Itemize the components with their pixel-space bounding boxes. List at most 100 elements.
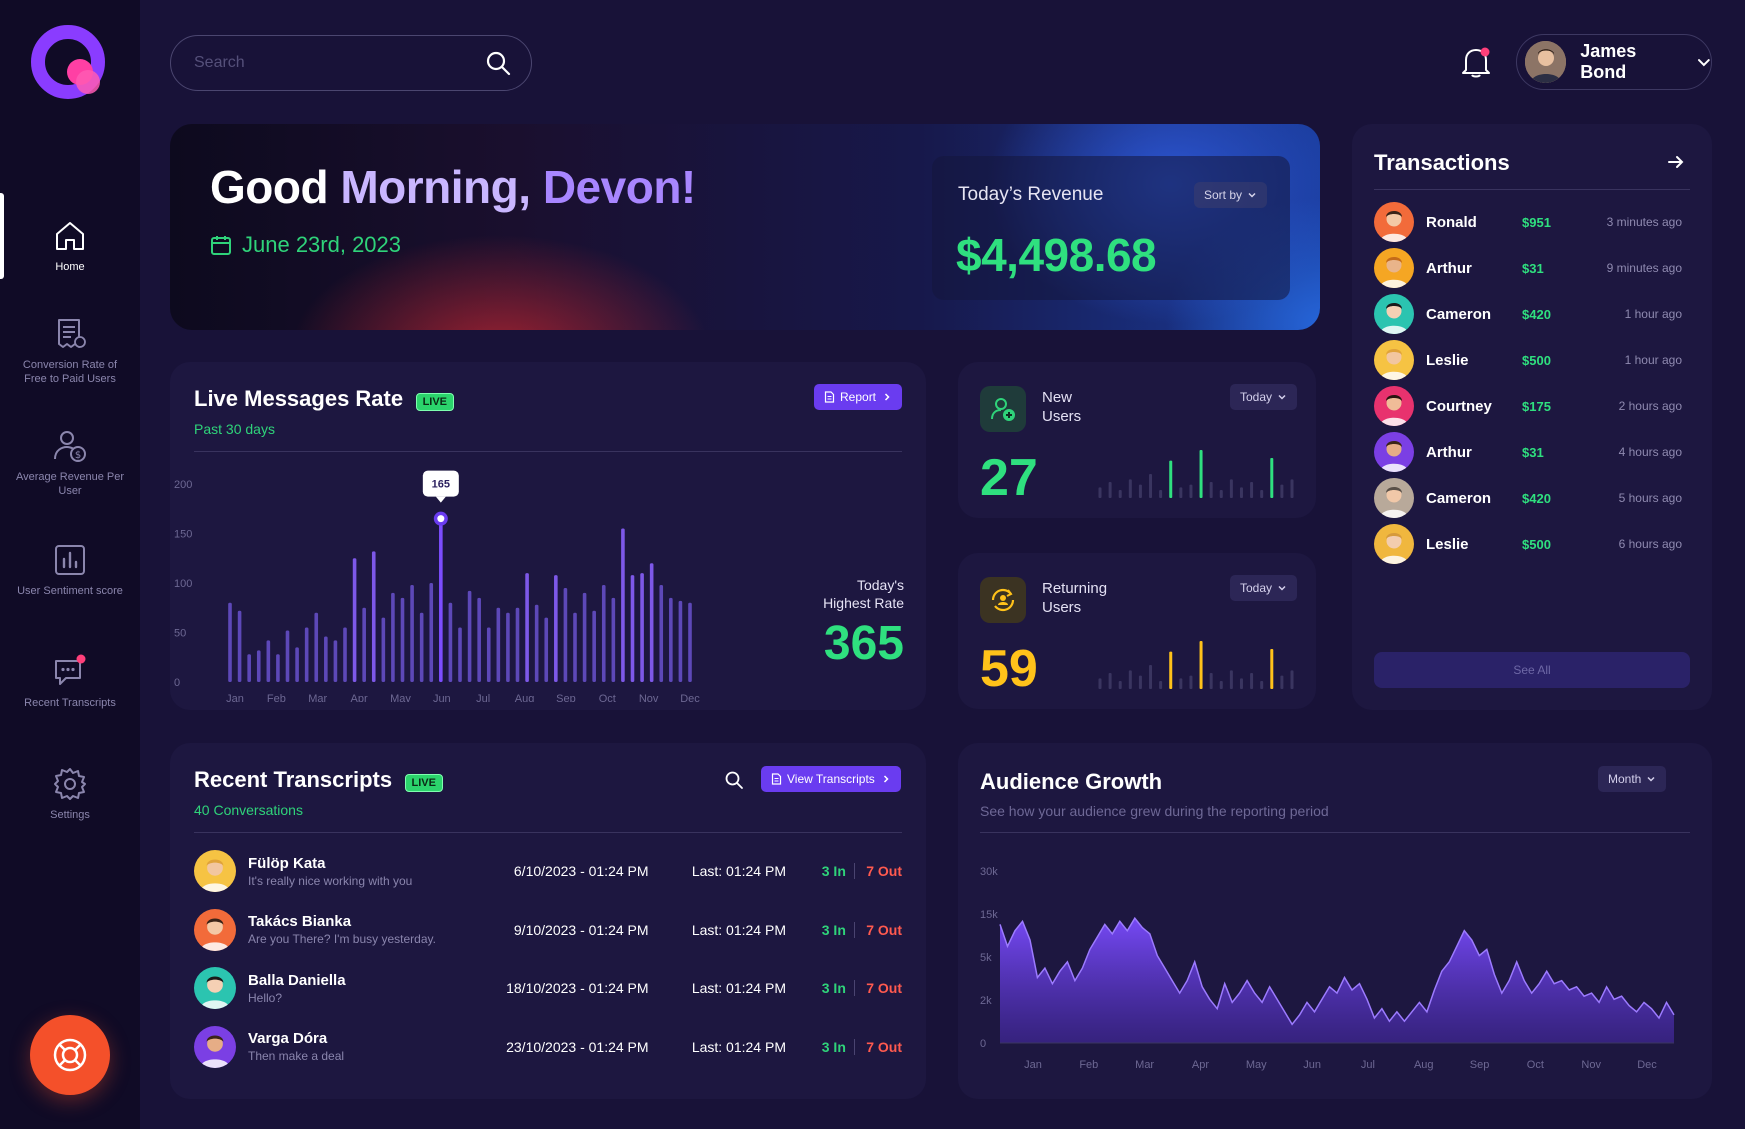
chevron-down-icon: [1248, 192, 1256, 198]
period-label: Today: [1240, 581, 1273, 595]
transaction-time: 1 hour ago: [1624, 307, 1682, 321]
sidebar-item-home[interactable]: Home: [0, 218, 140, 274]
new-users-period-dropdown[interactable]: Today: [1230, 384, 1298, 410]
transcript-in-count: 3 In: [786, 921, 855, 938]
see-all-button[interactable]: See All: [1374, 652, 1690, 688]
transaction-name: Arthur: [1426, 443, 1472, 461]
transaction-name: Leslie: [1426, 351, 1469, 369]
avatar: [1374, 478, 1414, 518]
arrow-right-icon[interactable]: [1666, 152, 1686, 172]
home-icon: [56, 222, 84, 250]
spark-bar: [1290, 670, 1294, 689]
transaction-row[interactable]: Leslie $500 1 hour ago: [1374, 339, 1690, 381]
sidebar-item-recent-transcripts[interactable]: Recent Transcripts: [0, 654, 140, 710]
transaction-amount: $175: [1522, 398, 1551, 414]
bar: [304, 627, 309, 682]
transcript-row[interactable]: Fülöp Kata It's really nice working with …: [194, 848, 902, 894]
avatar-image: [1374, 248, 1414, 288]
greeting-word: Morning,: [340, 161, 543, 213]
spark-bar: [1209, 673, 1213, 689]
new-users-label: New Users: [1042, 388, 1122, 426]
bar: [266, 640, 271, 682]
avatar: [194, 850, 236, 892]
transaction-row[interactable]: Cameron $420 5 hours ago: [1374, 477, 1690, 519]
avatar: [1374, 248, 1414, 288]
transcript-out-count: 7 Out: [866, 1038, 902, 1055]
avatar: [1374, 386, 1414, 426]
spark-bar: [1229, 479, 1233, 498]
transcript-row[interactable]: Takács Bianka Are you There? I'm busy yes…: [194, 907, 902, 953]
sidebar-item-label: Conversion Rate of Free to Paid Users: [22, 359, 118, 385]
spark-bar: [1128, 479, 1132, 498]
sidebar-item-settings[interactable]: Settings: [0, 766, 140, 822]
label-line: Users: [1042, 408, 1082, 425]
y-tick-label: 2k: [980, 995, 992, 1007]
user-menu[interactable]: James Bond: [1516, 34, 1712, 90]
bell-icon[interactable]: [1458, 44, 1494, 80]
transcript-out-count: 7 Out: [866, 921, 902, 938]
view-transcripts-button[interactable]: View Transcripts: [761, 766, 901, 792]
bar: [554, 575, 558, 682]
transcript-date: 18/10/2023 - 01:24 PM: [506, 980, 649, 996]
search-input[interactable]: [194, 54, 485, 72]
returning-users-card: Returning Users Today 59: [958, 553, 1316, 709]
x-tick-label: Apr: [1192, 1059, 1209, 1071]
transaction-amount: $500: [1522, 536, 1551, 552]
search-icon[interactable]: [724, 770, 744, 790]
live-badge: LIVE: [415, 392, 455, 411]
sidebar-item-average-revenue[interactable]: $ Average Revenue Per User: [0, 428, 140, 498]
bar: [439, 518, 443, 682]
x-tick-label: May: [1246, 1059, 1267, 1071]
bar: [640, 573, 644, 682]
bar: [496, 607, 501, 682]
avatar: [1374, 432, 1414, 472]
live-messages-card: Live Messages Rate LIVE Past 30 days Rep…: [170, 362, 926, 710]
search-icon[interactable]: [485, 50, 511, 76]
search-bar[interactable]: [170, 35, 532, 91]
current-date: June 23rd, 2023: [210, 232, 401, 258]
last-message: It's really nice working with you: [248, 873, 413, 888]
report-button[interactable]: Report: [814, 384, 903, 410]
user-dollar-icon: $: [54, 431, 86, 462]
sort-by-dropdown[interactable]: Sort by: [1194, 182, 1268, 208]
transcripts-header: Recent Transcripts LIVE: [194, 767, 443, 793]
x-tick-label: Dec: [1637, 1059, 1657, 1071]
sidebar-item-user-sentiment[interactable]: User Sentiment score: [0, 542, 140, 598]
returning-users-period-dropdown[interactable]: Today: [1230, 575, 1298, 601]
transactions-title: Transactions: [1374, 150, 1510, 175]
transcript-row[interactable]: Balla Daniella Hello? 18/10/2023 - 01:24 P…: [194, 965, 902, 1011]
calendar-icon: [211, 236, 231, 255]
transcript-out-count: 7 Out: [866, 980, 902, 996]
live-messages-title: Live Messages Rate: [194, 386, 404, 411]
transaction-row[interactable]: Arthur $31 9 minutes ago: [1374, 247, 1690, 289]
spark-bar: [1159, 681, 1163, 689]
refresh-user-icon: [991, 588, 1015, 612]
sidebar-item-conversion-rate[interactable]: Conversion Rate of Free to Paid Users: [0, 316, 140, 386]
bar: [228, 602, 232, 682]
app-logo[interactable]: [30, 24, 112, 104]
x-tick-label: Jun: [1303, 1059, 1321, 1071]
transaction-row[interactable]: Cameron $420 1 hour ago: [1374, 293, 1690, 335]
spark-bar: [1260, 681, 1264, 689]
transaction-row[interactable]: Leslie $500 6 hours ago: [1374, 523, 1690, 565]
bar: [324, 636, 328, 682]
audience-period-dropdown[interactable]: Month: [1598, 766, 1667, 792]
bar: [601, 584, 606, 682]
avatar: [194, 1025, 236, 1068]
spark-bar: [1098, 678, 1102, 689]
avatar-image: [1374, 524, 1414, 564]
transaction-row[interactable]: Courtney $175 2 hours ago: [1374, 385, 1690, 427]
last-message: Hello?: [248, 990, 283, 1005]
bar: [314, 612, 319, 682]
support-button[interactable]: [30, 1015, 110, 1095]
transaction-row[interactable]: Arthur $31 4 hours ago: [1374, 431, 1690, 473]
avatar-image: [1374, 386, 1414, 426]
transaction-row[interactable]: Ronald $951 3 minutes ago: [1374, 201, 1690, 243]
spark-bar: [1118, 681, 1122, 689]
y-tick-label: 200: [174, 479, 192, 491]
receipt-icon: [58, 319, 86, 348]
avatar-image: [1525, 41, 1567, 83]
spark-bar: [1250, 673, 1254, 689]
revenue-value: $4,498.68: [956, 229, 1157, 281]
transcript-row[interactable]: Varga Dóra Then make a deal 23/10/2023 - 0…: [194, 1024, 902, 1070]
